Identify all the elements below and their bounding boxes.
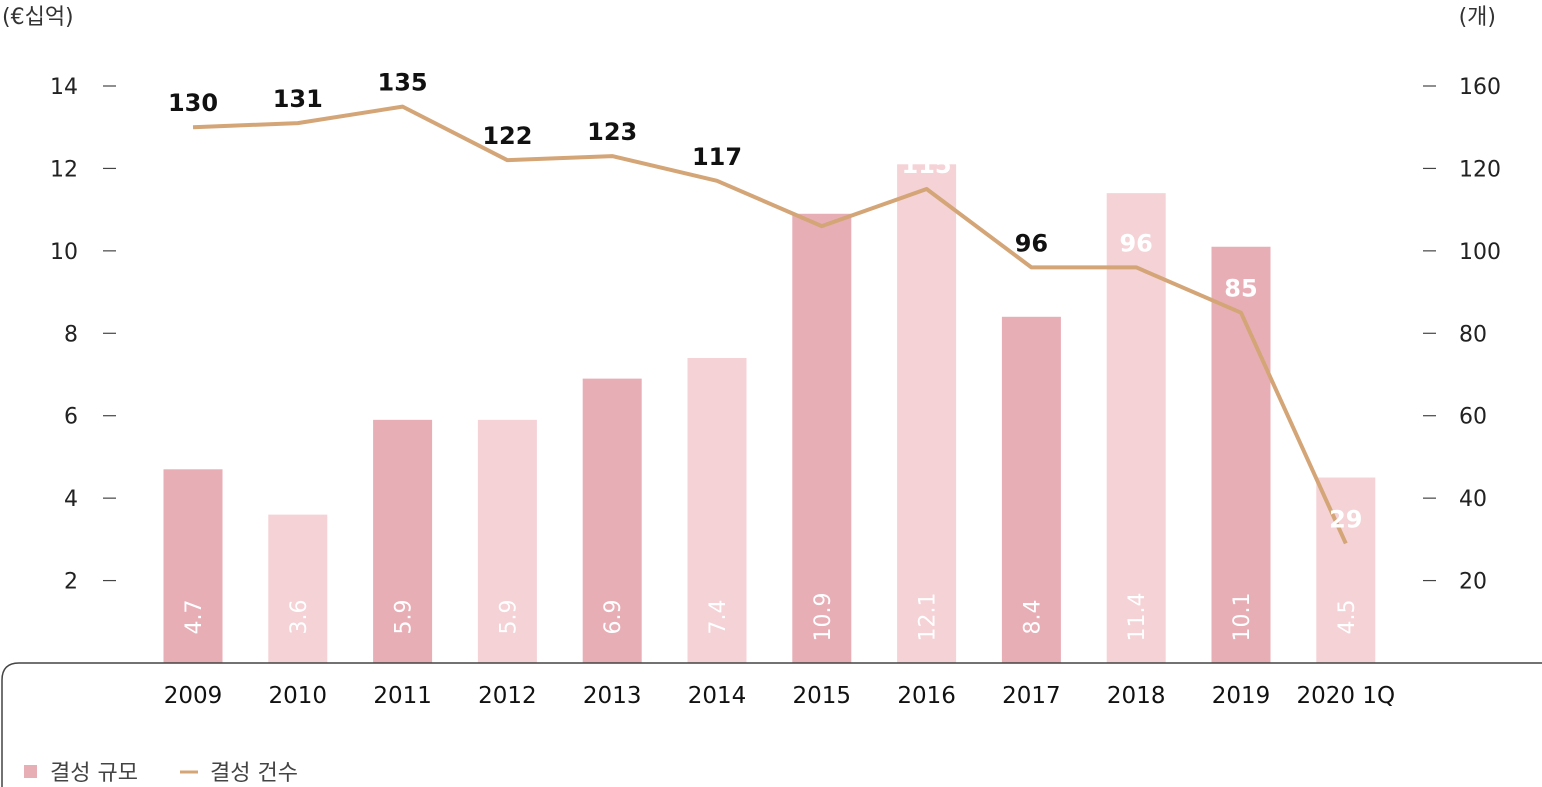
category-label: 2013 — [583, 683, 642, 709]
category-label: 2010 — [269, 683, 328, 709]
bar-value-label: 12.1 — [916, 593, 941, 642]
legend-label-line: 결성 건수 — [210, 761, 298, 786]
bar-value-label: 4.5 — [1335, 600, 1360, 635]
category-label: 2011 — [373, 683, 432, 709]
left-tick-label: 10 — [50, 240, 78, 265]
category-label: 2012 — [478, 683, 537, 709]
right-axis-unit: (개) — [1459, 5, 1496, 30]
line-value-label: 122 — [482, 122, 532, 150]
category-label: 2014 — [688, 683, 747, 709]
bar-value-label: 7.4 — [706, 600, 731, 635]
line-value-label: 130 — [168, 89, 218, 117]
left-tick-label: 12 — [50, 157, 78, 182]
bar — [163, 469, 223, 663]
line-value-label: 131 — [273, 85, 323, 113]
line-value-label: 85 — [1224, 275, 1257, 303]
line-labels: 130 131 135 122 123 117 106 115 96 96 85 29 — [168, 69, 1363, 534]
left-tick-label: 8 — [64, 322, 78, 347]
bar — [373, 419, 433, 663]
category-label: 2020 1Q — [1297, 683, 1396, 709]
right-tick-label: 80 — [1459, 322, 1487, 347]
bar — [1106, 193, 1166, 663]
line-series — [192, 104, 1348, 545]
line-value-label: 123 — [587, 118, 637, 146]
right-tick-label: 40 — [1459, 487, 1487, 512]
line-value-label: 29 — [1329, 505, 1362, 533]
baseline-frame — [1, 662, 1542, 787]
category-label: 2018 — [1107, 683, 1166, 709]
right-tick-label: 100 — [1459, 240, 1501, 265]
right-tick-label: 60 — [1459, 405, 1487, 430]
line-value-label: 96 — [1119, 229, 1152, 257]
bar — [687, 358, 747, 663]
line-value-label: 135 — [378, 69, 428, 97]
left-tick-label: 4 — [64, 487, 78, 512]
category-label: 2015 — [793, 683, 852, 709]
bar — [477, 419, 537, 663]
bar — [268, 514, 328, 663]
bar — [1316, 477, 1376, 663]
legend: 결성 규모 결성 건수 — [24, 761, 298, 786]
category-axis: 2009 2010 2011 2012 2013 2014 2015 2016 2017 2018… — [164, 683, 1395, 709]
right-axis: 20 40 60 80 100 120 160 — [1423, 75, 1501, 595]
line-value-label: 115 — [902, 151, 952, 179]
bar-value-label: 5.9 — [392, 600, 417, 635]
bar — [792, 213, 852, 663]
bar-value-label: 6.9 — [601, 600, 626, 635]
left-tick-label: 2 — [64, 570, 78, 595]
bar — [1001, 316, 1061, 663]
line-value-label: 117 — [692, 143, 742, 171]
right-tick-label: 20 — [1459, 570, 1487, 595]
bar-value-label: 10.9 — [811, 593, 836, 642]
bar-value-label: 3.6 — [287, 600, 312, 635]
bar-value-label: 4.7 — [182, 600, 207, 635]
bar-value-label: 10.1 — [1230, 593, 1255, 642]
bar-labels: 4.7 3.6 5.9 5.9 6.9 7.4 10.9 12.1 8.4 11.4 10.1 4.5 — [182, 593, 1360, 642]
bar — [897, 164, 957, 664]
line-value-label: 96 — [1015, 229, 1048, 257]
line-path — [192, 104, 1348, 545]
line-value-label: 106 — [797, 188, 847, 216]
left-axis-unit: (€십억) — [2, 5, 74, 30]
right-tick-label: 120 — [1459, 157, 1501, 182]
category-label: 2016 — [897, 683, 956, 709]
category-label: 2019 — [1212, 683, 1271, 709]
bar — [582, 378, 642, 663]
bar-value-label: 5.9 — [496, 600, 521, 635]
category-label: 2009 — [164, 683, 223, 709]
legend-square-icon — [24, 765, 37, 778]
bar-value-label: 11.4 — [1125, 593, 1150, 642]
legend-label-bars: 결성 규모 — [50, 761, 138, 786]
left-tick-label: 6 — [64, 405, 78, 430]
right-tick-label: 160 — [1459, 75, 1501, 100]
bar-value-label: 8.4 — [1020, 600, 1045, 635]
left-axis: 2 4 6 8 10 12 14 — [50, 75, 116, 595]
category-label: 2017 — [1002, 683, 1061, 709]
bar-series — [163, 164, 1376, 664]
left-tick-label: 14 — [50, 75, 78, 100]
